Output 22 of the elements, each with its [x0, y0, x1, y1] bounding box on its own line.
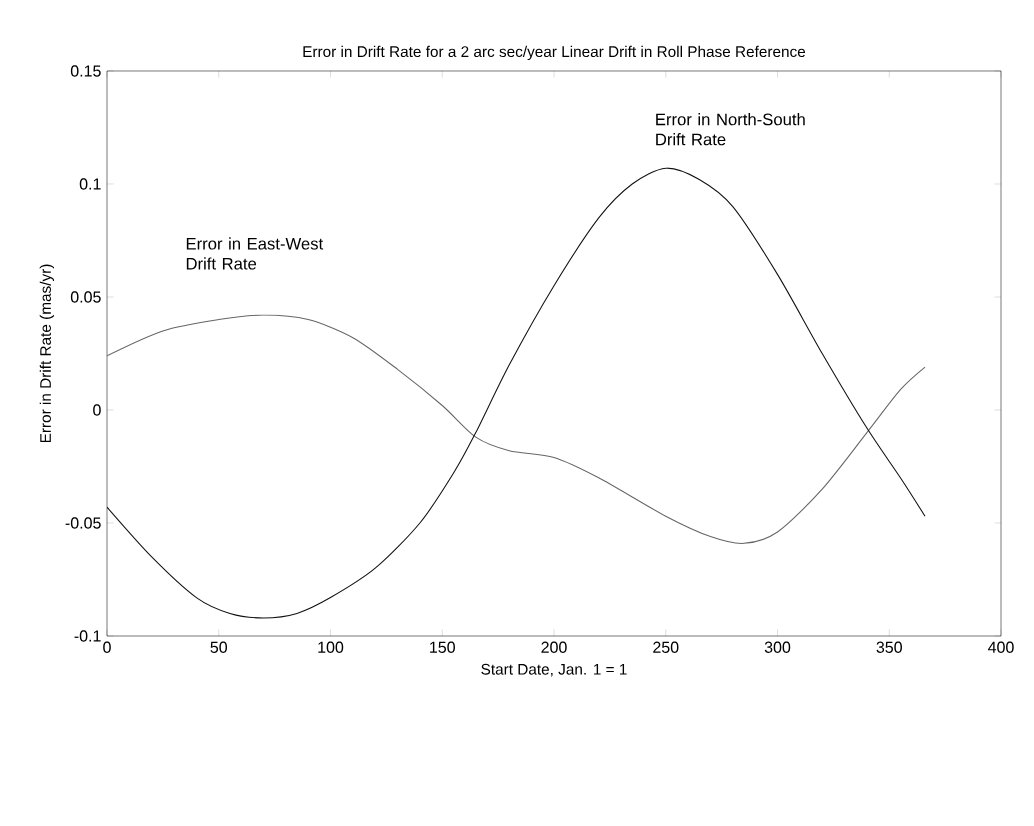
x-tick-label: 350 — [876, 641, 902, 653]
y-axis-title: Error in Drift Rate (mas/yr) — [39, 264, 54, 443]
annotation: Error in North-South Drift Rate — [656, 113, 805, 146]
y-tick-label: 0 — [93, 404, 101, 416]
annotation: Error in East-West Drift Rate — [186, 237, 324, 270]
x-tick-label: 50 — [210, 641, 228, 653]
x-tick-label: 250 — [653, 641, 679, 653]
y-tick-label: -0.1 — [74, 630, 101, 642]
y-tick-label: 0.1 — [79, 178, 101, 190]
x-tick-label: 100 — [318, 641, 344, 653]
y-tick-label: 0.05 — [70, 291, 101, 303]
x-tick-label: 150 — [430, 641, 455, 653]
x-axis-title: Start Date, Jan. 1 = 1 — [481, 663, 627, 677]
x-tick-label: 200 — [541, 641, 567, 653]
y-tick-label: 0.15 — [70, 65, 101, 77]
y-tick-label: -0.05 — [65, 517, 101, 529]
x-tick-label: 300 — [764, 641, 791, 653]
x-tick-label: 0 — [103, 641, 111, 653]
x-tick-label: 400 — [988, 641, 1014, 653]
line-series — [107, 167, 926, 619]
chart-title: Error in Drift Rate for a 2 arc sec/year Linear Drift in Roll Phase Reference — [303, 45, 806, 61]
line-series — [107, 314, 926, 544]
